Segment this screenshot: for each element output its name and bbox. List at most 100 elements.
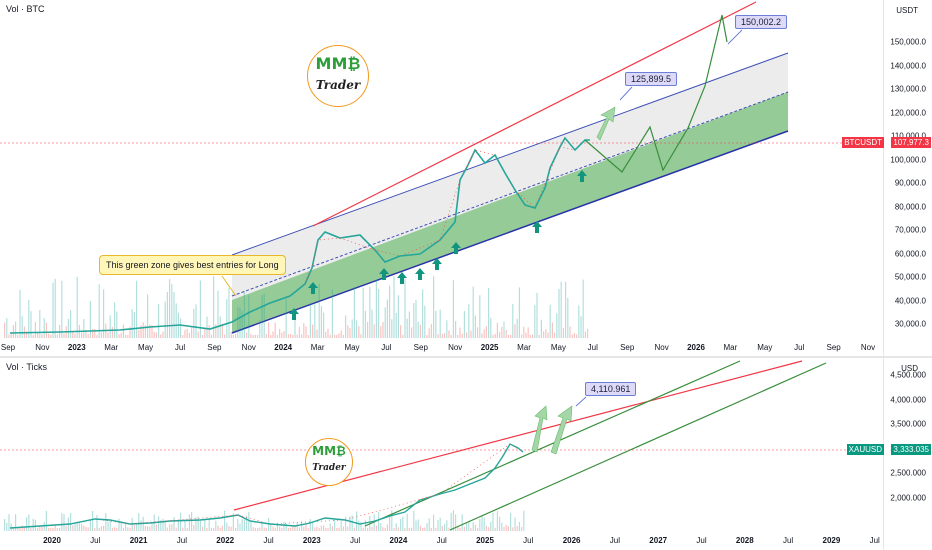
volume-bar <box>389 285 391 338</box>
btc-time-axis[interactable]: Sep Nov 2023 Mar May Jul Sep Nov 2024 Mar May Jul Se… <box>0 343 884 357</box>
volume-bar <box>210 527 212 531</box>
green-entry-zone-fill <box>232 92 788 333</box>
btc-time-tick: Nov <box>35 343 50 352</box>
volume-bar <box>100 526 102 531</box>
volume-bar <box>160 334 162 338</box>
volume-bar <box>378 511 380 531</box>
volume-bar <box>305 524 307 531</box>
volume-bar <box>406 513 408 531</box>
green-zone-note: This green zone gives best entries for L… <box>99 255 286 275</box>
btc-time-tick: May <box>550 343 566 352</box>
volume-bar <box>237 307 239 338</box>
btc-price-path <box>9 136 590 334</box>
entry-arrow <box>308 282 318 294</box>
volume-bar <box>424 305 426 338</box>
volume-bar <box>485 525 487 531</box>
volume-bar <box>556 313 558 338</box>
volume-bar <box>378 289 380 338</box>
gold-chart-pane[interactable]: Vol · Ticks USD 4,500.000 4,000.000 3,500.… <box>0 358 932 550</box>
volume-bar <box>208 325 210 338</box>
volume-bar <box>345 516 347 531</box>
volume-bar <box>525 332 527 338</box>
gold-price-axis[interactable]: USD 4,500.0004,000.0003,500.0003,000.000… <box>846 358 932 550</box>
volume-bar <box>169 524 171 531</box>
volume-bar <box>215 324 217 338</box>
volume-bar <box>81 332 83 338</box>
volume-bar <box>208 518 210 531</box>
volume-bar <box>188 514 190 531</box>
gold-time-tick: Jul <box>782 536 794 545</box>
volume-bar <box>61 280 63 338</box>
btc-time-tick: Nov <box>860 343 876 352</box>
volume-bar <box>30 527 32 531</box>
volume-bar <box>43 318 45 338</box>
gold-price-tick: 3,500.000 <box>890 419 926 429</box>
btc-price-tick: 100,000.0 <box>890 155 926 164</box>
volume-bar <box>565 281 567 338</box>
gold-chart-canvas[interactable] <box>0 358 884 536</box>
volume-bar <box>50 334 52 338</box>
volume-bar <box>413 303 415 338</box>
gold-time-tick: 2020 <box>43 536 61 545</box>
volume-bar <box>221 323 223 338</box>
volume-bar <box>136 280 138 338</box>
btc-time-tick: Sep <box>620 343 635 352</box>
btc-chart-pane[interactable]: Vol · BTC <box>0 0 932 358</box>
volume-bar <box>389 516 391 531</box>
volume-bar <box>34 519 36 531</box>
volume-bar <box>562 327 564 338</box>
volume-bar <box>521 527 523 531</box>
volume-bar <box>395 312 397 338</box>
volume-bar <box>125 334 127 338</box>
gold-time-tick: Jul <box>90 536 101 545</box>
pane-divider[interactable] <box>0 356 932 358</box>
volume-bar <box>100 332 102 338</box>
volume-bar <box>261 295 263 338</box>
volume-bar <box>512 527 514 531</box>
volume-bar <box>353 286 355 338</box>
volume-bar <box>430 528 432 531</box>
volume-bar <box>362 527 364 531</box>
volume-bar <box>140 520 142 531</box>
volume-bar <box>496 511 498 531</box>
volume-bar <box>373 514 375 531</box>
volume-bar <box>296 334 298 338</box>
volume-bar <box>450 512 452 531</box>
volume-bar <box>186 328 188 338</box>
volume-bar <box>180 318 182 338</box>
volume-bar <box>96 514 98 531</box>
volume-bar <box>446 520 448 531</box>
volume-bar <box>468 522 470 531</box>
volume-bar <box>569 326 571 338</box>
volume-bar <box>371 309 373 338</box>
volume-bar <box>226 299 228 338</box>
entry-arrow <box>379 268 389 280</box>
volume-bar <box>4 322 6 338</box>
volume-bar <box>257 528 259 531</box>
projection-path <box>584 14 728 173</box>
btc-time-tick: Nov <box>241 343 256 352</box>
volume-bar <box>155 524 157 531</box>
gold-time-tick: 2022 <box>216 536 235 545</box>
volume-bar <box>516 526 518 531</box>
volume-bar <box>30 311 32 338</box>
volume-bar <box>424 527 426 531</box>
btc-chart-canvas[interactable] <box>0 0 884 342</box>
volume-bar <box>518 287 520 338</box>
volume-bar <box>479 295 481 338</box>
btc-price-axis[interactable]: USDT 150,000.0 140,000.0 130,000.0 120,000.… <box>842 0 932 358</box>
volume-bar <box>468 304 470 338</box>
gold-price-tick: 2,500.000 <box>890 468 926 478</box>
volume-bar <box>560 281 562 338</box>
volume-bar <box>59 527 61 531</box>
volume-bar <box>527 327 529 338</box>
volume-bar <box>358 520 360 531</box>
logo-trader-text: Trader <box>312 463 346 473</box>
volume-bar <box>263 527 265 531</box>
volume-bar <box>283 330 285 338</box>
volume-bar <box>384 307 386 338</box>
gold-time-axis[interactable]: 2020 Jul 2021 Jul 2022 Jul 2023 Jul 2024 Jul 2025 J… <box>0 536 884 550</box>
volume-bar <box>452 510 454 531</box>
volume-bar <box>103 289 105 338</box>
entry-arrow <box>289 308 299 320</box>
